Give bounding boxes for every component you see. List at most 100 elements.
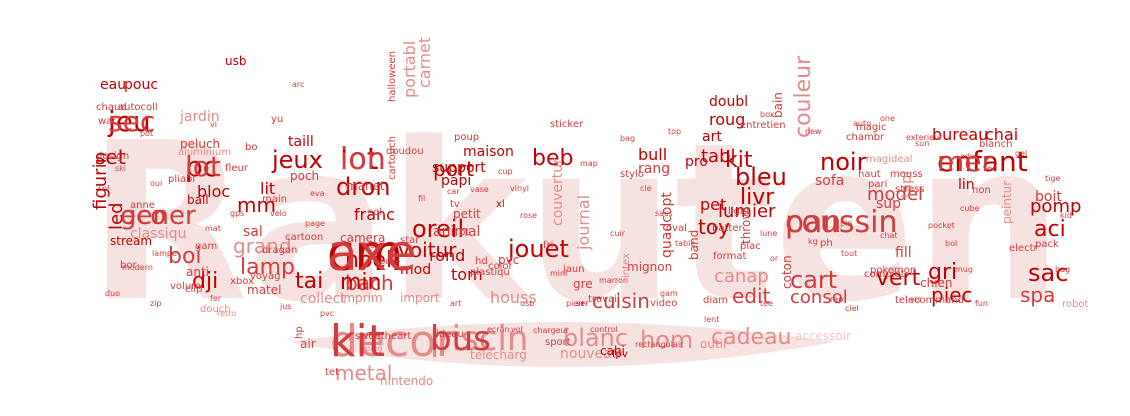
cloud-word: mouss	[890, 169, 923, 180]
cloud-word: vol	[511, 325, 523, 334]
cloud-word: duo	[105, 289, 121, 298]
cloud-word: video	[650, 298, 678, 309]
cloud-word: clip	[185, 284, 203, 295]
cloud-word: manet	[346, 179, 385, 193]
cloud-word: map	[580, 159, 598, 168]
cloud-word: sol	[98, 184, 110, 193]
cloud-word: box	[760, 110, 775, 119]
cloud-word: telecharg	[470, 348, 527, 362]
cloud-word: roug	[709, 110, 746, 129]
cloud-word: velo	[270, 209, 287, 218]
cloud-word: fun	[975, 299, 988, 308]
cloud-word: chien	[920, 276, 953, 290]
cloud-word: tv	[450, 199, 460, 210]
cloud-word: coussin	[785, 205, 898, 240]
cloud-word: eva	[310, 189, 325, 198]
cloud-word: blanc	[563, 324, 629, 352]
cloud-word: vase	[470, 185, 489, 194]
cloud-word: electr	[1009, 243, 1038, 254]
cloud-word: exterieur	[906, 133, 943, 142]
cloud-word: peintur	[1000, 180, 1014, 224]
cloud-word: noel	[345, 248, 393, 273]
cloud-word: complet	[864, 269, 905, 280]
cloud-word: pomp	[1030, 196, 1082, 217]
cloud-word: bebe	[380, 257, 400, 266]
cloud-word: bach	[345, 271, 394, 295]
cloud-word: xl	[496, 199, 505, 210]
cloud-word: metal	[335, 361, 393, 385]
cloud-word: art	[450, 299, 462, 308]
cloud-word: lit	[260, 179, 276, 198]
cloud-word: taill	[288, 134, 314, 150]
cloud-word: bloc	[197, 182, 231, 201]
cloud-word: pied	[365, 344, 383, 353]
cloud-word: lampe	[152, 249, 177, 258]
cloud-word: canap	[714, 266, 769, 287]
cloud-word: peluch	[180, 137, 221, 151]
cloud-word: marron	[599, 276, 628, 285]
cloud-word: jardin	[180, 109, 220, 125]
cloud-word: oui	[150, 179, 163, 188]
cloud-word: sofa	[815, 173, 845, 189]
cloud-word: model	[867, 184, 924, 205]
cloud-word: matel	[247, 283, 282, 297]
cloud-word: war	[98, 116, 117, 127]
cloud-word: pierr	[566, 299, 585, 308]
cloud-word: format	[713, 251, 747, 262]
cloud-word: nintendo	[380, 374, 434, 388]
cloud-word: hom	[640, 326, 694, 354]
cloud-word: rectangulair	[635, 340, 684, 349]
cloud-word: hd	[475, 256, 488, 267]
cloud-word: tom	[451, 265, 483, 284]
cloud-word: vert	[876, 266, 921, 291]
cloud-word: axe	[327, 224, 417, 282]
cloud-word: cm	[327, 224, 404, 282]
cloud-word: plac	[740, 241, 761, 252]
cloud-word: led	[985, 164, 998, 173]
cloud-word: autocoll	[118, 102, 158, 113]
cloud-word: mod	[400, 262, 432, 278]
cloud-word: chat	[880, 231, 898, 240]
cloud-word: one	[880, 114, 895, 123]
cloud-word: magideal	[866, 154, 913, 165]
cloud-word: mini	[550, 269, 568, 278]
cloud-word: lin	[958, 177, 975, 193]
cloud-word: fill	[895, 245, 912, 261]
cloud-word: sol	[368, 207, 383, 218]
cloud-word: pc	[185, 150, 219, 183]
cloud-word: sacs	[655, 209, 673, 218]
cloud-word: pot	[140, 129, 154, 138]
cloud-word: eau	[100, 77, 127, 93]
cloud-word: beb	[532, 146, 574, 171]
cloud-word: mm	[237, 193, 276, 217]
cloud-word: cuisin	[592, 289, 650, 313]
cloud-word: dragon	[262, 245, 298, 256]
cloud-word: light	[728, 206, 751, 217]
cloud-word: or	[770, 254, 779, 263]
cloud-word: nouveau	[560, 346, 621, 362]
cloud-word: haut	[858, 169, 881, 180]
cloud-word: tai	[295, 269, 324, 294]
cloud-word: kid	[1060, 211, 1072, 220]
cloud-word: tige	[1045, 174, 1061, 183]
cloud-word: arc	[292, 80, 305, 89]
cloud-word: collect	[300, 291, 346, 307]
cloud-word: yu	[271, 114, 284, 125]
cloud-word: ski	[115, 164, 127, 173]
cloud-word: sticker	[550, 119, 584, 130]
cloud-word: rond	[429, 246, 466, 265]
cloud-word: sun	[915, 139, 930, 148]
cloud-word: edit	[732, 284, 771, 308]
cloud-word: bleu	[735, 163, 787, 191]
cloud-word: usb	[225, 54, 247, 68]
cloud-word: decor	[330, 316, 455, 367]
cloud-word: douch	[200, 304, 231, 315]
cloud-word: main	[262, 194, 287, 205]
cloud-word: bor	[120, 260, 137, 271]
cloud-word: robot	[1062, 299, 1089, 310]
cloud-word: page	[305, 219, 325, 228]
cloud-word: min	[340, 270, 382, 295]
cloud-word: entretien	[740, 120, 786, 131]
cloud-word: rap	[830, 295, 844, 304]
cloud-word: fil	[418, 194, 426, 203]
